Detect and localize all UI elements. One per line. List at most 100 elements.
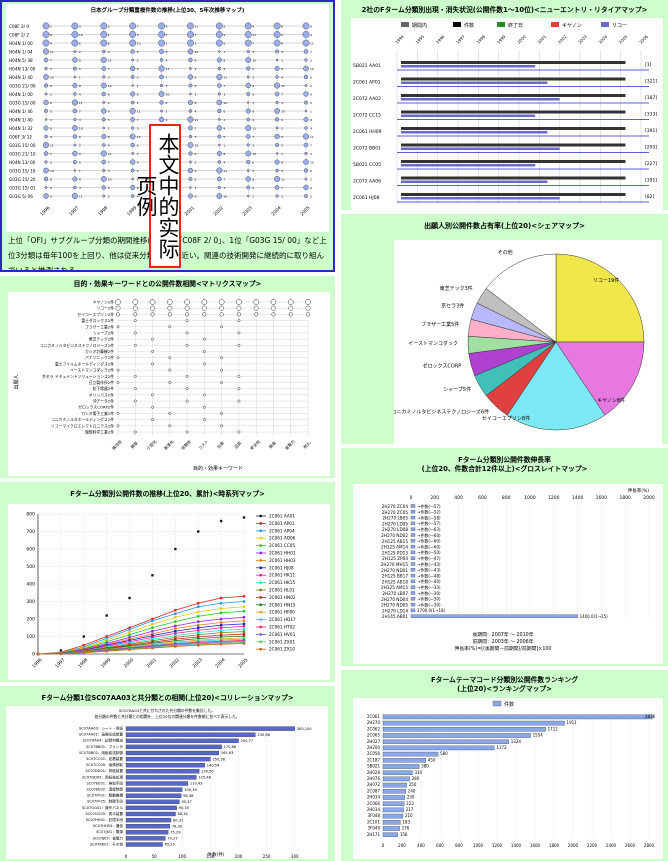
data-bar [126, 800, 179, 804]
x-tick-label: 1200 [548, 495, 560, 501]
data-bar [126, 745, 222, 749]
data-bubble [159, 49, 164, 54]
data-bubble [44, 58, 48, 62]
data-bubble [276, 153, 278, 155]
data-bubble [189, 187, 191, 189]
data-label: 10 [223, 101, 227, 105]
data-label: 10 [108, 178, 112, 182]
data-bubble [274, 108, 279, 113]
data-bubble [44, 126, 49, 131]
row-label: コニカミノルタホールディングス2件 [51, 417, 114, 422]
data-label: 3 [223, 186, 225, 190]
data-label: 2 [50, 93, 52, 97]
data-point [174, 620, 176, 622]
row-label: H04N 1/ 40 [9, 118, 33, 123]
ranking-bar-chart: 件数02004006008001000120014001600180020002… [353, 698, 663, 859]
data-label: 4 [281, 76, 283, 80]
row-label: リコー2件 [96, 306, 114, 311]
data-bubble [289, 313, 293, 317]
data-bubble [129, 31, 135, 37]
data-bubble [203, 350, 205, 352]
data-bubble [117, 381, 119, 383]
data-label: 4 [194, 110, 196, 114]
data-bar [411, 516, 415, 519]
row-label: 2H072 [367, 782, 381, 787]
data-label: 8 [310, 25, 312, 29]
data-point [105, 614, 107, 616]
data-label: 7 [79, 110, 81, 114]
data-bubble [45, 186, 47, 188]
data-bubble [72, 100, 78, 106]
data-label: 140,54 [207, 763, 220, 767]
data-bubble [102, 92, 106, 96]
data-bubble [73, 109, 77, 113]
row-label: SC07HH01：記憶手段 [86, 817, 124, 822]
x-tick-label: 2800 [644, 843, 655, 848]
row-label: 2H270 ND01 [381, 568, 408, 573]
data-bubble [151, 363, 153, 365]
data-label: 11 [79, 101, 83, 105]
data-bubble [159, 117, 164, 122]
data-label: →件数(—57) [417, 520, 441, 526]
data-label: 2 [252, 76, 254, 80]
data-label: 11 [223, 76, 227, 80]
data-label: [187] [645, 95, 657, 101]
data-bubble [238, 375, 240, 377]
data-bar [401, 148, 560, 151]
data-bubble [101, 31, 107, 37]
data-bubble [217, 177, 221, 181]
row-label: SC07GG05：表示装置 [86, 811, 124, 816]
data-label: 1 [310, 110, 312, 114]
data-bubble [131, 169, 134, 172]
data-bubble [102, 76, 105, 79]
data-label: 6 [194, 152, 196, 156]
data-label: 7 [108, 161, 110, 165]
col-label: 1997 [68, 205, 80, 217]
data-bubble [304, 92, 309, 97]
data-bar [383, 727, 546, 731]
data-bubble [247, 50, 250, 53]
entry-retire-chart: 期間内件数終了日キヤノンリコー1994199519961997199819992… [351, 18, 663, 210]
data-label: 7 [223, 84, 225, 88]
x-tick-label: 1600 [530, 843, 541, 848]
data-bubble [219, 299, 224, 304]
data-label: 8 [166, 50, 168, 54]
panel-correlation: Fターム分類1位SC07AA03と共分類との相関(上位20)<コリレーションマッ… [0, 686, 335, 861]
data-bubble [102, 160, 106, 164]
col-label: 効率 [215, 440, 225, 450]
data-bubble [304, 101, 307, 104]
legend-label: 2C061 ZX01 [269, 639, 295, 644]
x-tick-label: 600 [478, 495, 487, 501]
data-bubble [188, 126, 192, 130]
data-label: 2 [166, 110, 168, 114]
legend-label: 2C061 HN15 [269, 602, 296, 607]
data-label: 217 [406, 807, 414, 812]
data-label: →件数(—33) [417, 584, 441, 590]
row-label: 2H270 ND05 [381, 603, 408, 608]
slice-label: セイコーエプソン8件 [482, 415, 530, 422]
data-bubble [220, 357, 222, 359]
data-point [243, 633, 245, 635]
data-bubble [185, 306, 189, 310]
data-bubble [187, 31, 193, 37]
data-point [174, 616, 176, 618]
data-label: 7 [137, 25, 139, 29]
legend-marker [260, 648, 262, 650]
data-label: →件数(—50) [417, 549, 441, 555]
data-bubble [274, 40, 280, 46]
tick-label: 2000 [516, 34, 527, 45]
col-label: 品質 [233, 440, 243, 450]
data-label: 11 [252, 33, 256, 37]
data-point [197, 631, 199, 633]
data-label: 1324 [511, 739, 522, 744]
x-tick-label: 1000 [524, 495, 536, 501]
data-bubble [44, 109, 47, 112]
row-label: 2H145 AB01 [382, 614, 409, 619]
slice-label: シャープ5件 [443, 386, 471, 393]
panel-growth-rate: Fターム分類別公開件数伸長率 (上位20、件数合計12件以上)<グロスレイトマッ… [341, 448, 668, 666]
data-label: 7 [194, 33, 196, 37]
data-bubble [189, 152, 193, 156]
data-bar [411, 574, 415, 577]
data-point [243, 630, 245, 632]
y-tick-label: 600 [26, 547, 35, 553]
